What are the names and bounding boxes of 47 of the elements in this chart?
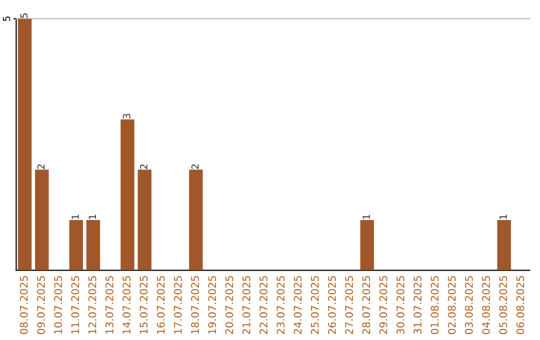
bar [120,119,134,270]
x-tick-label: 11.07.2025 [71,276,80,334]
x-tick-label: 30.07.2025 [396,276,404,334]
x-tick-label: 25.07.2025 [310,276,319,334]
x-tick-label: 14.07.2025 [122,276,130,334]
x-tick-label: 10.07.2025 [54,276,62,334]
x-tick-label: 05.08.2025 [499,276,508,334]
x-tick-label: 03.08.2025 [464,276,473,334]
data-label: 2 [37,164,45,169]
x-tick-label: 15.07.2025 [140,276,148,334]
bar [360,220,374,270]
data-label: 2 [191,164,199,169]
x-tick-label: 20.07.2025 [225,276,234,334]
x-tick-label: 17.07.2025 [174,276,182,334]
bar [86,220,100,270]
x-tick-label: 08.07.2025 [20,276,28,334]
x-tick-label: 01.08.2025 [430,276,439,334]
bar [35,170,49,270]
data-label: 1 [362,214,370,219]
x-tick-label: 26.07.2025 [328,276,336,334]
x-tick-label: 04.08.2025 [482,276,490,334]
x-tick-label: 19.07.2025 [208,276,216,334]
x-tick-label: 02.08.2025 [448,276,456,334]
x-tick-label: 18.07.2025 [191,276,199,334]
x-tick-label: 12.07.2025 [88,276,96,334]
x-tick-label: 09.07.2025 [37,276,45,334]
x-tick-label: 06.08.2025 [516,276,524,334]
x-tick-label: 27.07.2025 [345,276,354,334]
bar [497,220,511,270]
x-tick-label: 13.07.2025 [105,276,114,334]
data-label: 5 [20,13,28,18]
x-tick-label: 31.07.2025 [414,276,422,334]
x-tick-label: 21.07.2025 [242,276,250,334]
data-label: 3 [122,114,130,119]
bar [138,170,152,270]
x-tick-label: 16.07.2025 [156,276,165,334]
x-tick-label: 28.07.2025 [362,276,370,334]
data-label: 1 [72,214,79,219]
bar [189,170,203,270]
x-tick-label: 24.07.2025 [294,276,302,334]
x-tick-label: 29.07.2025 [379,276,388,334]
bar [69,220,83,270]
data-label: 1 [500,214,507,219]
x-tick-label: 22.07.2025 [260,276,268,334]
data-label: 2 [140,164,148,169]
data-label: 1 [88,214,96,219]
x-tick-label: 23.07.2025 [276,276,285,334]
